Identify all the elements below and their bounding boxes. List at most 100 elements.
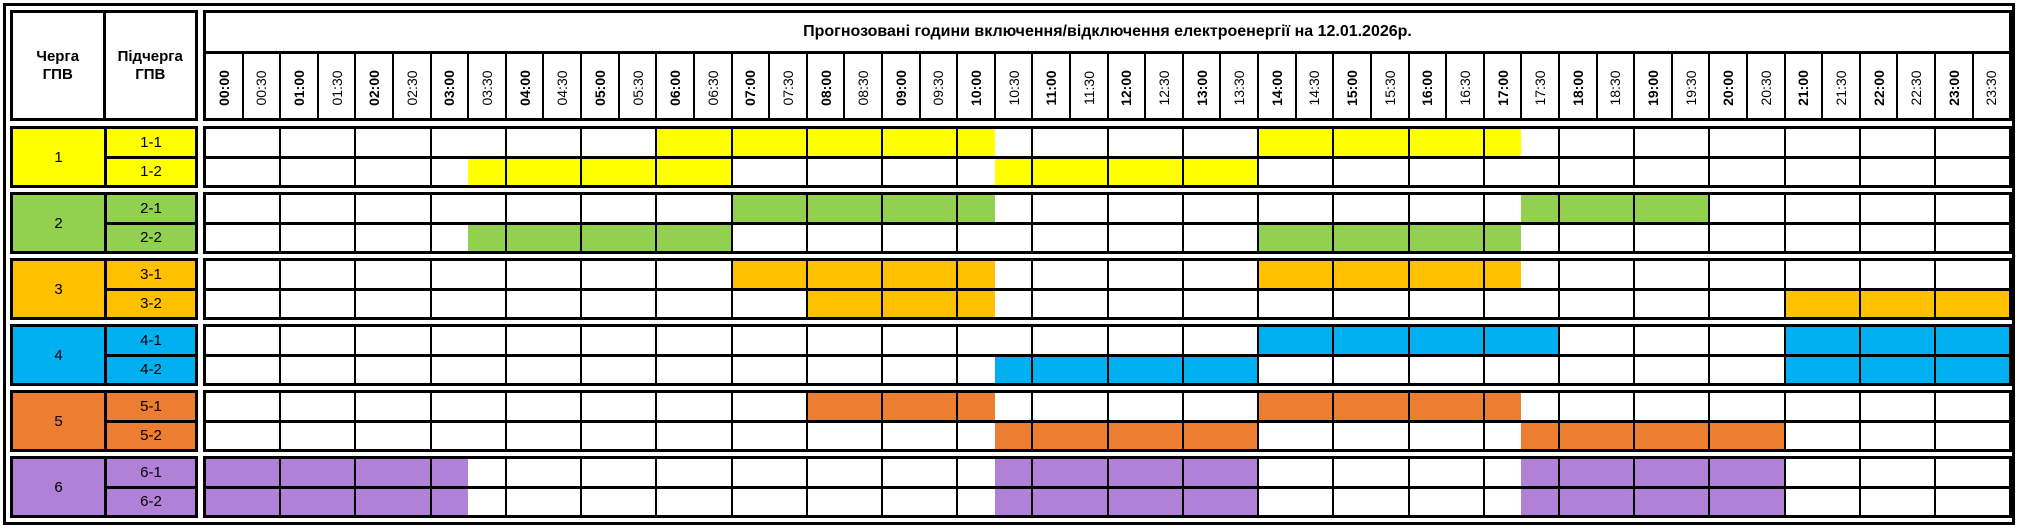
outage-slot	[1633, 459, 1672, 486]
queue-group-6: 6 6-1 6-2	[10, 456, 198, 518]
power-on-slot	[1597, 129, 1634, 156]
power-on-slot	[1332, 158, 1371, 185]
power-on-slot	[1407, 488, 1447, 515]
power-on-slot	[730, 327, 770, 354]
outage-slot	[1596, 422, 1634, 449]
power-on-slot	[1858, 195, 1898, 222]
outage-slot	[805, 195, 845, 222]
outage-slot	[206, 488, 243, 515]
power-on-slot	[694, 489, 731, 516]
power-on-slot	[1672, 393, 1709, 420]
queue-schedule-4	[203, 324, 2012, 386]
power-on-slot	[1897, 159, 1934, 186]
outage-slot	[994, 459, 1032, 486]
time-label: 19:00	[1644, 69, 1661, 106]
power-on-slot	[1407, 158, 1447, 185]
power-on-slot	[1747, 195, 1784, 222]
outage-slot	[1332, 224, 1371, 251]
power-on-slot	[1934, 422, 1973, 449]
power-on-slot	[504, 488, 544, 515]
power-on-slot	[354, 129, 393, 156]
power-on-slot	[655, 195, 694, 222]
outage-slot	[1521, 422, 1558, 449]
power-on-slot	[1031, 393, 1070, 420]
time-label: 23:30	[1983, 69, 2000, 106]
power-on-slot	[1482, 158, 1522, 185]
power-on-slot	[1708, 327, 1747, 354]
power-on-slot	[354, 261, 393, 288]
time-label: 20:00	[1720, 69, 1737, 106]
subqueue-label: 6-1	[140, 463, 162, 481]
outage-slot	[468, 158, 505, 185]
power-on-slot	[1633, 129, 1672, 156]
time-slot-label: 23:30	[1971, 54, 2010, 121]
power-on-slot	[1708, 158, 1747, 185]
power-on-slot	[279, 129, 318, 156]
time-slot-label: 12:30	[1144, 54, 1182, 121]
power-on-slot	[769, 159, 806, 186]
time-label: 09:00	[892, 69, 909, 106]
power-on-slot	[880, 158, 920, 185]
time-label: 14:00	[1268, 69, 1285, 106]
time-slot-label: 14:00	[1257, 54, 1295, 121]
outage-slot	[1557, 459, 1597, 486]
power-on-slot	[1822, 261, 1859, 288]
power-on-slot	[393, 423, 430, 450]
outage-slot	[1708, 422, 1747, 449]
outage-slot	[730, 129, 770, 156]
time-label: 18:30	[1607, 69, 1624, 106]
outage-slot	[429, 459, 469, 486]
power-on-slot	[1597, 327, 1634, 354]
time-label: 21:30	[1833, 69, 1849, 106]
power-on-slot	[1181, 393, 1221, 420]
outage-slot	[1671, 422, 1709, 449]
power-on-slot	[1934, 195, 1973, 222]
power-on-slot	[1220, 327, 1257, 354]
power-on-slot	[956, 459, 995, 486]
power-on-slot	[429, 327, 469, 354]
time-slot-label: 06:30	[692, 54, 731, 121]
outage-slot	[769, 261, 806, 288]
time-slot-label: 04:30	[542, 54, 580, 121]
outage-slot	[1070, 422, 1107, 449]
power-on-slot	[393, 261, 430, 288]
power-on-slot	[1708, 195, 1747, 222]
outage-slot	[1407, 261, 1447, 288]
time-label: 11:30	[1080, 70, 1097, 105]
subqueue-label: 5-1	[140, 397, 162, 415]
power-on-slot	[1181, 290, 1221, 317]
power-on-slot	[504, 261, 544, 288]
outage-slot	[1070, 158, 1107, 185]
outage-slot	[844, 261, 881, 288]
power-on-slot	[619, 357, 656, 384]
power-on-slot	[580, 422, 619, 449]
time-label: 17:30	[1532, 69, 1549, 106]
power-on-slot	[318, 129, 355, 156]
power-on-slot	[206, 393, 243, 420]
power-on-slot	[1708, 129, 1747, 156]
power-on-slot	[1482, 459, 1522, 486]
power-on-slot	[1220, 129, 1257, 156]
power-on-slot	[655, 459, 694, 486]
power-on-slot	[504, 393, 544, 420]
power-on-slot	[1446, 195, 1483, 222]
power-on-slot	[206, 129, 243, 156]
power-on-slot	[1822, 129, 1859, 156]
outage-slot	[994, 356, 1032, 383]
power-on-slot	[1747, 129, 1784, 156]
power-on-slot	[1257, 195, 1296, 222]
outage-slot	[618, 158, 656, 185]
schedule-row-4-1	[206, 327, 2010, 354]
power-on-slot	[769, 225, 806, 252]
power-on-slot	[543, 489, 580, 516]
outage-slot	[1446, 129, 1483, 156]
power-on-slot	[1070, 195, 1107, 222]
outage-slot	[1181, 356, 1221, 383]
power-on-slot	[1181, 129, 1221, 156]
power-on-slot	[1371, 357, 1408, 384]
power-on-slot	[880, 327, 920, 354]
outage-slot	[543, 158, 581, 185]
power-on-slot	[1296, 357, 1333, 384]
power-on-slot	[1296, 159, 1333, 186]
power-on-slot	[1220, 291, 1257, 318]
